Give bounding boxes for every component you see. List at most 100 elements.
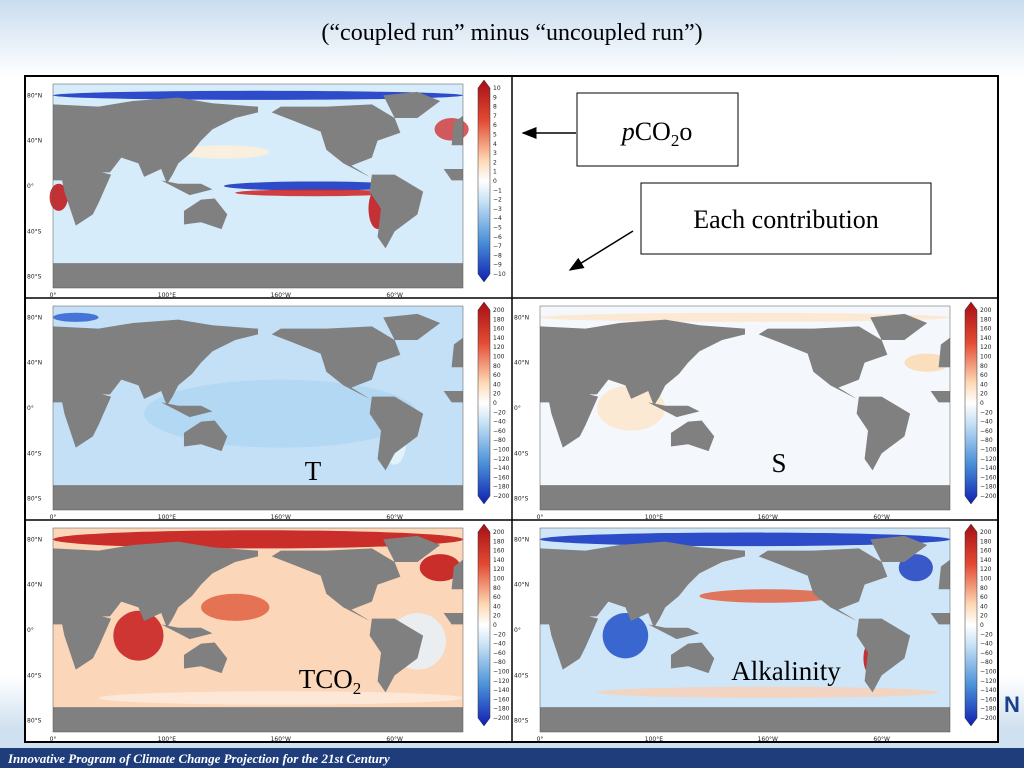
colorbar-label: 3 (493, 150, 497, 157)
map-frame (539, 305, 951, 511)
colorbar (477, 79, 491, 283)
colorbar-label: −100 (980, 447, 997, 454)
colorbar-label: −180 (493, 484, 510, 491)
lat-label: 80°N (27, 314, 42, 321)
lon-label: 160°W (271, 514, 291, 521)
logo-text: N (1004, 692, 1020, 717)
map-land (451, 115, 463, 146)
lat-label: 40°S (514, 672, 529, 679)
colorbar-label: 60 (980, 372, 988, 379)
text: TCO (299, 664, 353, 694)
lat-label: 40°S (27, 672, 42, 679)
callout-each: Each contribution (693, 205, 879, 234)
lon-label: 60°W (873, 736, 890, 743)
colorbar-label: −20 (493, 409, 506, 416)
map-land (540, 485, 950, 510)
lon-label: 100°E (645, 514, 663, 521)
colorbar-label: 120 (980, 344, 992, 351)
colorbar-label: −60 (980, 650, 993, 657)
lat-label: 80°N (514, 314, 529, 321)
lon-label: 0° (50, 514, 57, 521)
colorbar-label: −140 (493, 465, 510, 472)
map-land (930, 613, 950, 625)
colorbar-label: 5 (493, 132, 497, 139)
callout-box (576, 92, 739, 167)
panel-label: TCO2 (299, 664, 362, 698)
lat-label: 80°N (514, 536, 529, 543)
map-land (443, 613, 463, 625)
colorbar-label: −160 (493, 474, 510, 481)
map-land (183, 642, 228, 674)
colorbar-label: 6 (493, 122, 497, 129)
colorbar-label: 140 (493, 557, 505, 564)
map-land (161, 624, 213, 640)
map-land (938, 559, 950, 590)
lat-label: 0° (27, 627, 34, 634)
colorbar-label: −120 (493, 678, 510, 685)
colorbar-label: 180 (493, 538, 505, 545)
map-land (540, 707, 950, 732)
map-land (648, 624, 700, 640)
colorbar-label: −20 (980, 631, 993, 638)
map-field (178, 145, 270, 159)
colorbar-label: 100 (980, 354, 992, 361)
colorbar-label: −160 (493, 696, 510, 703)
colorbar-label: 100 (493, 576, 505, 583)
colorbar-label: −100 (493, 447, 510, 454)
map-land (451, 559, 463, 590)
text: 2 (353, 679, 362, 698)
lon-label: 160°W (271, 736, 291, 743)
map-land (53, 319, 258, 448)
map-land (930, 391, 950, 403)
slide-title: (“coupled run” minus “uncoupled run”) (321, 20, 702, 46)
maps: 80°N40°N0°40°S80°S0° 100°E 160°W 60°W109876… (27, 79, 997, 743)
lon-label: 0° (537, 514, 544, 521)
map-frame (52, 527, 464, 733)
map-land (53, 485, 463, 510)
lon-label: 160°W (271, 292, 291, 299)
colorbar-label: 160 (493, 548, 505, 555)
map-land (648, 402, 700, 418)
colorbar-label: 0 (493, 400, 497, 407)
lat-label: 80°S (27, 496, 42, 503)
colorbar-label: −3 (493, 206, 502, 213)
lon-label: 100°E (158, 292, 176, 299)
map-land (271, 548, 401, 621)
map-field (540, 312, 950, 322)
colorbar-label: 60 (980, 594, 988, 601)
lat-label: 40°S (514, 450, 529, 457)
colorbar-label: 180 (980, 538, 992, 545)
colorbar-label: −120 (493, 456, 510, 463)
lat-label: 80°S (514, 496, 529, 503)
map-land (856, 396, 911, 471)
lat-label: 80°S (27, 718, 42, 725)
map-field (49, 183, 68, 211)
colorbar-label: 0 (980, 400, 984, 407)
panel-label: T (305, 456, 322, 486)
lon-label: 60°W (873, 514, 890, 521)
map-field (602, 613, 649, 659)
colorbar-label: 200 (493, 307, 505, 314)
colorbar-label: 7 (493, 113, 497, 120)
colorbar-label: −200 (980, 715, 997, 722)
lat-label: 80°N (27, 92, 42, 99)
colorbar-label: −4 (493, 215, 502, 222)
lat-label: 80°S (514, 718, 529, 725)
lon-label: 60°W (386, 514, 403, 521)
colorbar (477, 301, 491, 505)
map-land (758, 326, 888, 399)
map-field (699, 589, 837, 603)
colorbar-label: 2 (493, 159, 497, 166)
colorbar-label: −6 (493, 234, 502, 241)
lon-label: 60°W (386, 736, 403, 743)
map-frame (52, 83, 464, 289)
map-field (419, 554, 461, 582)
colorbar-label: −140 (980, 465, 997, 472)
colorbar-label: 20 (980, 613, 988, 620)
callout-pco2o: pCO2o (620, 117, 693, 150)
map-field (596, 686, 939, 698)
colorbar-label: −120 (980, 678, 997, 685)
lat-label: 40°S (27, 450, 42, 457)
colorbar-label: −1 (493, 187, 502, 194)
map-field (596, 385, 666, 431)
